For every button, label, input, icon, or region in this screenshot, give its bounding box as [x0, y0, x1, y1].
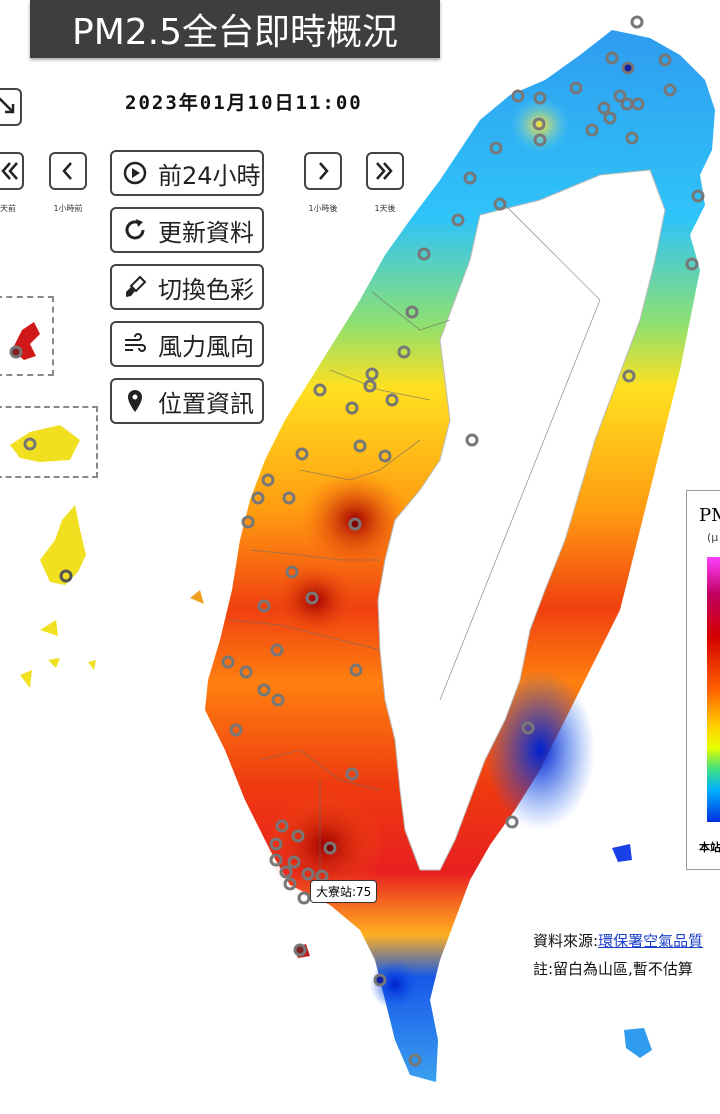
kinmen-station-marker[interactable] [23, 437, 37, 451]
kinmen-island [10, 425, 80, 462]
next-hour-label: 1小時後 [308, 204, 338, 213]
station-markers[interactable] [221, 15, 705, 1067]
wind-direction-label: 風力風向 [158, 332, 254, 361]
legend-unit: (μ [707, 531, 719, 544]
exit-fullscreen-button[interactable] [0, 88, 22, 126]
play-24h-label: 前24小時 [158, 161, 261, 190]
xiaoliuqiu-station-marker[interactable] [293, 943, 307, 957]
chevron-left-icon [62, 162, 72, 180]
next-hour-button[interactable] [304, 152, 342, 190]
west-coast-dot [190, 590, 204, 604]
page-title: PM2.5全台即時概況 [30, 0, 440, 58]
wind-direction-button[interactable]: 風力風向 [110, 321, 264, 367]
data-source-link[interactable]: 環保署空氣品質 [598, 932, 704, 950]
location-info-button[interactable]: 位置資訊 [110, 378, 264, 424]
location-info-label: 位置資訊 [158, 389, 254, 418]
county-boundaries [229, 199, 601, 880]
green-island [612, 844, 632, 862]
penghu-station-marker[interactable] [59, 569, 73, 583]
data-source-prefix: 資料來源: [533, 932, 599, 950]
data-timestamp: 2023年01月10日11:00 [125, 92, 363, 114]
double-chevron-right-icon [376, 162, 393, 180]
lowspot-south [370, 960, 420, 1010]
kinmen-inset-frame [0, 406, 98, 478]
matsu-station-marker[interactable] [9, 345, 23, 359]
play-circle-icon [123, 161, 147, 185]
legend-footnote: 本站 [699, 841, 720, 854]
switch-color-button[interactable]: 切換色彩 [110, 264, 264, 310]
yellowspot-north [510, 97, 570, 153]
pm25-legend: PM (μ 本站 [686, 490, 720, 870]
legend-title: PM [699, 505, 720, 526]
refresh-data-button[interactable]: 更新資料 [110, 207, 264, 253]
location-pin-icon [128, 390, 142, 412]
next-day-button[interactable] [366, 152, 404, 190]
chevron-right-icon [319, 162, 329, 180]
next-day-label: 1天後 [374, 204, 396, 213]
legend-color-scale [707, 557, 720, 822]
hotspot-tainan [270, 560, 360, 640]
prev-day-button[interactable] [0, 152, 24, 190]
station-callout: 大寮站:75 [310, 880, 378, 903]
switch-color-label: 切換色彩 [158, 275, 254, 304]
exit-fullscreen-icon [0, 97, 15, 114]
double-chevron-left-icon [1, 162, 18, 180]
play-24h-button[interactable]: 前24小時 [110, 150, 264, 196]
mountain-remark-note: 註:留白為山區,暫不估算 [533, 960, 693, 978]
matsu-inset-frame [0, 296, 54, 376]
data-source-note: 資料來源:環保署空氣品質 [533, 930, 703, 951]
wind-icon [125, 333, 146, 352]
refresh-icon [125, 219, 145, 240]
lowspot-east [485, 670, 595, 830]
mountain-blank-area [377, 169, 666, 871]
prev-hour-label: 1小時前 [53, 204, 83, 213]
orchid-island [624, 1028, 652, 1058]
prev-hour-button[interactable] [49, 152, 87, 190]
refresh-data-label: 更新資料 [158, 218, 254, 247]
paint-brush-icon [126, 275, 147, 297]
penghu-islands [20, 505, 96, 688]
prev-day-label: 天前 [0, 204, 16, 213]
